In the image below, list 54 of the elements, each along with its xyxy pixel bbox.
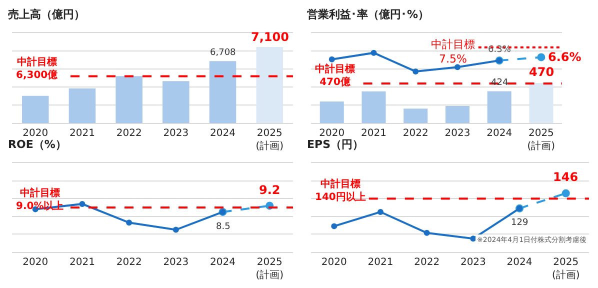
data-label: 129: [511, 218, 528, 228]
x-tick-label: 2022: [402, 128, 428, 139]
x-tick-label: 2025 (計画): [256, 128, 284, 152]
ref-line-label: 中計目標 7.5%: [431, 38, 475, 66]
point: [412, 68, 419, 74]
chart-title: ROE（%）: [8, 138, 66, 151]
point: [537, 53, 546, 62]
x-tick-label: 2025 (計画): [256, 257, 284, 281]
chart-title: 売上高（億円）: [8, 8, 85, 21]
x-tick-label: 2025 (計画): [527, 128, 556, 152]
data-label: 146: [553, 170, 578, 184]
data-label: 8.5: [216, 222, 230, 232]
point: [172, 226, 179, 233]
x-tick-label: 2023: [460, 257, 486, 268]
chart-title: EPS（円）: [307, 138, 364, 151]
x-tick-label: 2024: [210, 257, 236, 268]
point: [79, 200, 86, 207]
ref-line-label: 中計目標 140円以上: [315, 178, 366, 203]
x-tick-label: 2022: [116, 257, 142, 268]
data-label: 9.2: [259, 183, 280, 197]
x-tick-label: 2024: [210, 128, 236, 139]
data-label: 6.3%: [488, 45, 512, 55]
x-tick-label: 2021: [368, 257, 394, 268]
ref-line-label: 中計目標 470億: [315, 63, 355, 88]
point: [377, 208, 384, 215]
point: [331, 223, 338, 230]
data-label: 424: [491, 78, 508, 88]
data-label: 6,708: [210, 48, 236, 58]
point: [126, 220, 132, 226]
x-tick-label: 2023: [444, 128, 470, 139]
x-tick-label: 2023: [163, 128, 189, 139]
data-label: 7,100: [251, 30, 289, 44]
point: [454, 64, 460, 70]
x-tick-label: 2021: [70, 128, 95, 139]
x-tick-label: 2024: [506, 257, 532, 268]
x-tick-label: 2022: [116, 128, 142, 139]
ref-line-label: 中計目標 6,300億: [16, 56, 59, 81]
point: [370, 50, 377, 56]
data-label: 470: [529, 65, 554, 79]
x-tick-label: 2020: [22, 128, 48, 139]
data-label: 6.6%: [548, 50, 582, 64]
point: [328, 56, 335, 62]
x-tick-label: 2020: [321, 257, 347, 268]
x-tick-label: 2021: [361, 128, 386, 139]
x-tick-label: 2022: [414, 257, 440, 268]
x-tick-label: 2023: [163, 257, 189, 268]
x-tick-label: 2020: [22, 257, 48, 268]
x-tick-label: 2020: [319, 128, 345, 139]
x-tick-label: 2025 (計画): [552, 257, 580, 281]
point: [562, 189, 570, 198]
chart-title: 営業利益･率（億円･%）: [307, 8, 430, 21]
point: [424, 230, 430, 236]
x-tick-label: 2024: [486, 128, 512, 139]
x-tick-label: 2021: [70, 257, 95, 268]
